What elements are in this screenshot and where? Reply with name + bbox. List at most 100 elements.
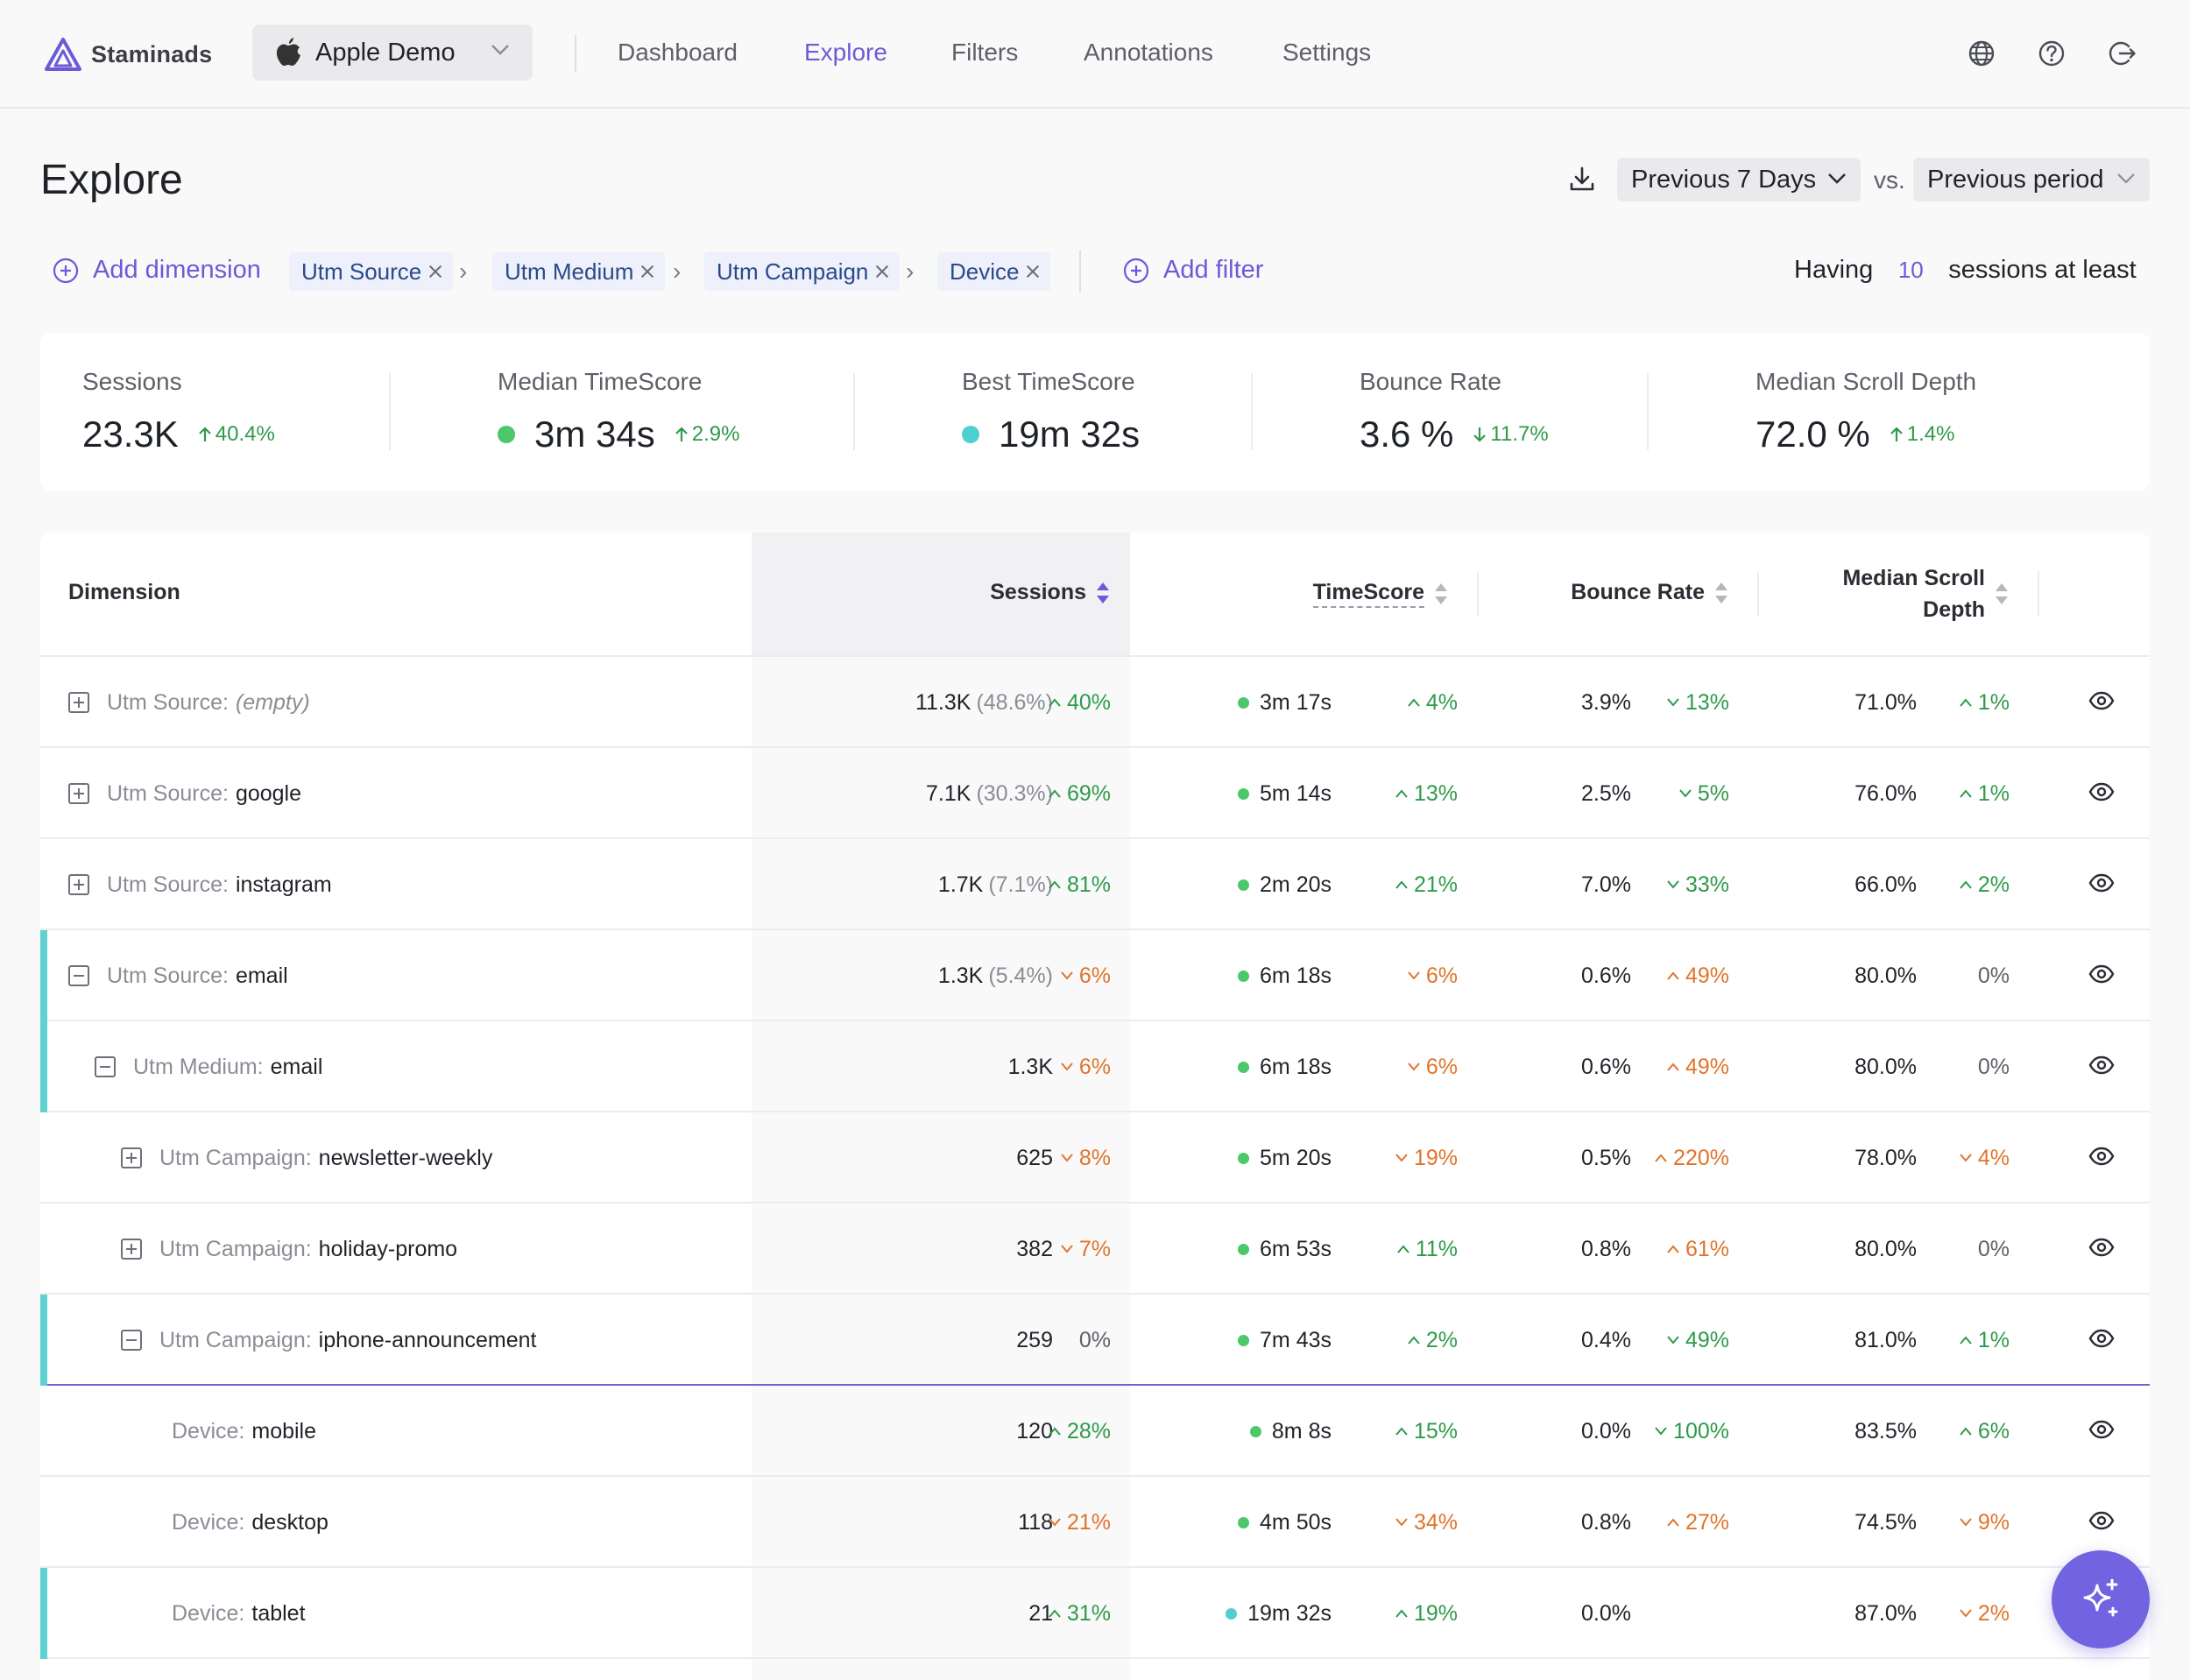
eye-icon[interactable] bbox=[2088, 1510, 2115, 1531]
bounce-rate-delta: 61% bbox=[1666, 1235, 1729, 1263]
sessions-cell: 259 bbox=[1016, 1326, 1053, 1354]
sessions-delta: 0% bbox=[1078, 1328, 1111, 1352]
nav-filters[interactable]: Filters bbox=[951, 39, 1019, 66]
column-header-scroll-depth[interactable]: Median Scroll Depth bbox=[1842, 562, 2010, 625]
expand-toggle-icon[interactable] bbox=[121, 1147, 142, 1168]
dimension-label: Utm Source: bbox=[107, 964, 229, 988]
scroll-depth-value: 87.0% bbox=[1854, 1601, 1917, 1626]
timescore-cell: 8m 8s bbox=[1249, 1417, 1332, 1445]
ai-assistant-button[interactable] bbox=[2052, 1550, 2150, 1648]
scroll-depth-value: 80.0% bbox=[1854, 1055, 1917, 1079]
table-row[interactable]: Utm Campaign: newsletter-weekly 625 8% 5… bbox=[40, 1112, 2150, 1204]
sort-icon[interactable] bbox=[1713, 581, 1729, 605]
table-row[interactable]: Device: desktop 118 21% 4m 50s 34% 0.8% … bbox=[40, 1477, 2150, 1568]
table-row[interactable]: Utm Source: instagram 1.7K (7.1%) 81% 2m … bbox=[40, 839, 2150, 930]
period-select[interactable]: Previous 7 Days bbox=[1617, 158, 1861, 201]
sort-icon[interactable] bbox=[1994, 582, 2010, 606]
nav-dashboard[interactable]: Dashboard bbox=[618, 39, 738, 66]
chevron-up-icon bbox=[1667, 1518, 1679, 1527]
comparison-select[interactable]: Previous period bbox=[1913, 158, 2150, 201]
eye-icon[interactable] bbox=[2088, 781, 2115, 802]
eye-icon[interactable] bbox=[2088, 1146, 2115, 1167]
table-row[interactable]: Utm Source: google 7.1K (30.3%) 69% 5m 14… bbox=[40, 748, 2150, 839]
table-row[interactable]: Utm Medium: email 1.3K 6% 6m 18s 6% 0.6%… bbox=[40, 1021, 2150, 1112]
dimension-value: email bbox=[270, 1055, 323, 1079]
dimension-label: Utm Campaign: bbox=[159, 1237, 312, 1261]
staminads-logo[interactable]: Staminads bbox=[44, 33, 212, 75]
column-header-sessions[interactable]: Sessions bbox=[990, 580, 1111, 605]
sort-icon[interactable] bbox=[1095, 581, 1111, 605]
chevron-up-icon bbox=[1960, 880, 1972, 889]
chevron-up-icon bbox=[1049, 698, 1061, 707]
timescore-cell: 5m 20s bbox=[1238, 1144, 1332, 1172]
timescore-delta: 19% bbox=[1395, 1144, 1458, 1172]
arrow-up-icon bbox=[675, 427, 688, 441]
expand-toggle-icon[interactable] bbox=[68, 783, 89, 804]
table-row[interactable]: Utm Source: email 1.3K (5.4%) 6% 6m 18s 6… bbox=[40, 930, 2150, 1021]
nav-annotations[interactable]: Annotations bbox=[1084, 39, 1213, 66]
timescore-delta: 11% bbox=[1396, 1235, 1458, 1263]
collapse-toggle-icon[interactable] bbox=[121, 1330, 142, 1351]
eye-icon[interactable] bbox=[2088, 1419, 2115, 1440]
metric-delta: 1.4% bbox=[1890, 422, 1954, 447]
collapse-toggle-icon[interactable] bbox=[68, 965, 89, 986]
eye-icon[interactable] bbox=[2088, 1237, 2115, 1258]
collapse-toggle-icon[interactable] bbox=[95, 1056, 116, 1077]
close-icon[interactable] bbox=[640, 265, 654, 279]
metric-bounce-rate: Bounce Rate 3.6 % 11.7% bbox=[1360, 368, 1549, 455]
eye-icon[interactable] bbox=[2088, 690, 2115, 711]
dimension-chip-utm-source[interactable]: Utm Source bbox=[289, 252, 454, 291]
bounce-rate-value: 0.8% bbox=[1581, 1510, 1631, 1535]
download-icon[interactable] bbox=[1568, 165, 1596, 193]
scroll-depth-delta: 6% bbox=[1959, 1417, 2010, 1445]
table-row[interactable]: Utm Campaign: iphone-announcement 259 0%… bbox=[40, 1295, 2150, 1386]
dimension-chip-utm-medium[interactable]: Utm Medium bbox=[492, 252, 666, 291]
sessions-delta: 6% bbox=[1060, 962, 1111, 990]
dimension-label: Utm Medium: bbox=[133, 1055, 264, 1079]
table-row[interactable]: Device: mobile 120 28% 8m 8s 15% 0.0% 10… bbox=[40, 1386, 2150, 1477]
help-icon[interactable] bbox=[2037, 39, 2066, 68]
scroll-depth-value: 80.0% bbox=[1854, 1237, 1917, 1261]
expand-toggle-icon[interactable] bbox=[68, 874, 89, 895]
nav-explore[interactable]: Explore bbox=[804, 39, 887, 66]
sessions-column-background bbox=[752, 533, 1130, 1680]
chevron-down-icon bbox=[491, 45, 509, 55]
column-header-timescore[interactable]: TimeScore bbox=[1312, 580, 1449, 608]
eye-icon[interactable] bbox=[2088, 1328, 2115, 1349]
dimension-chip-utm-campaign[interactable]: Utm Campaign bbox=[704, 252, 901, 291]
sessions-value: 1.3K bbox=[1007, 1055, 1053, 1079]
timescore-dot bbox=[1238, 970, 1250, 982]
sessions-delta: 7% bbox=[1060, 1235, 1111, 1263]
nav-settings[interactable]: Settings bbox=[1282, 39, 1372, 66]
dimension-label: Utm Campaign: bbox=[159, 1146, 312, 1170]
eye-icon[interactable] bbox=[2088, 964, 2115, 985]
close-icon[interactable] bbox=[428, 265, 442, 279]
close-icon[interactable] bbox=[875, 265, 889, 279]
expand-toggle-icon[interactable] bbox=[121, 1239, 142, 1260]
chevron-up-icon bbox=[1049, 880, 1061, 889]
chevron-down-icon bbox=[1061, 1062, 1073, 1071]
logout-icon[interactable] bbox=[2107, 39, 2137, 68]
eye-icon[interactable] bbox=[2088, 1055, 2115, 1076]
sessions-delta: 69% bbox=[1048, 780, 1111, 808]
sort-icon[interactable] bbox=[1433, 582, 1449, 606]
sessions-cell: 382 bbox=[1016, 1235, 1053, 1263]
add-filter-button[interactable]: Add filter bbox=[1123, 256, 1263, 285]
table-row[interactable]: Utm Source: (empty) 11.3K (48.6%) 40% 3m … bbox=[40, 657, 2150, 748]
add-dimension-button[interactable]: Add dimension bbox=[53, 256, 261, 285]
workspace-selector[interactable]: Apple Demo bbox=[252, 25, 533, 81]
plus-circle-icon bbox=[1123, 258, 1149, 283]
table-row[interactable]: Utm Campaign: holiday-promo 382 7% 6m 53… bbox=[40, 1204, 2150, 1295]
scroll-depth-delta: 2% bbox=[1959, 871, 2010, 899]
dimension-chip-device[interactable]: Device bbox=[937, 252, 1051, 291]
expand-toggle-icon[interactable] bbox=[68, 692, 89, 713]
table-row[interactable]: Device: tablet 21 31% 19m 32s 19% 0.0% 8… bbox=[40, 1568, 2150, 1659]
close-icon[interactable] bbox=[1026, 265, 1040, 279]
timescore-dot bbox=[1226, 1607, 1238, 1620]
bounce-rate-delta: 5% bbox=[1678, 780, 1729, 808]
eye-icon[interactable] bbox=[2088, 872, 2115, 893]
column-header-bounce-rate[interactable]: Bounce Rate bbox=[1571, 580, 1729, 605]
bounce-rate-value: 0.0% bbox=[1581, 1601, 1631, 1626]
globe-icon[interactable] bbox=[1967, 39, 1996, 68]
min-sessions-input[interactable]: 10 bbox=[1897, 257, 1924, 283]
